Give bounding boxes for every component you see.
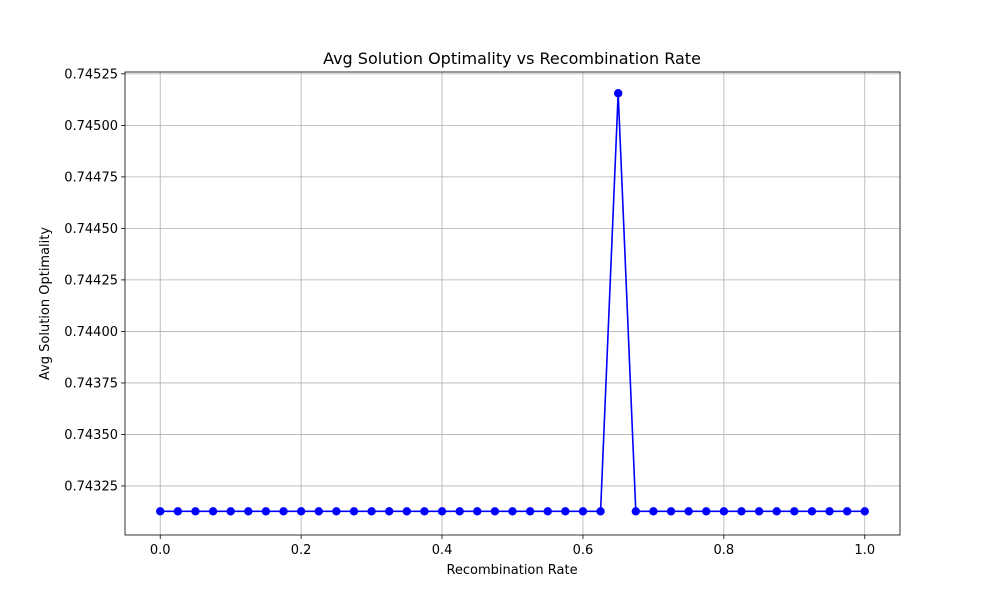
y-tick-label: 0.74350 <box>64 428 118 443</box>
y-tick-label: 0.74325 <box>64 479 118 494</box>
data-point <box>596 507 605 516</box>
y-tick-label: 0.74450 <box>64 222 118 237</box>
data-point <box>349 507 359 516</box>
data-point <box>156 507 165 516</box>
y-axis: 0.74325 0.74350 0.74375 0.74400 0.74425 0.744… <box>64 67 125 494</box>
data-point <box>473 507 482 516</box>
data-point <box>490 507 500 516</box>
grid <box>125 72 900 535</box>
data-point <box>226 507 235 516</box>
y-tick-label: 0.74500 <box>64 119 118 134</box>
data-point <box>367 507 376 516</box>
y-tick-label: 0.74375 <box>64 376 118 391</box>
data-point <box>737 507 746 516</box>
data-point <box>261 507 271 516</box>
x-tick-label: 0.4 <box>432 543 453 558</box>
data-point <box>613 89 623 98</box>
data-point <box>807 507 817 516</box>
data-point <box>754 507 764 516</box>
data-point <box>790 507 799 516</box>
x-tick-label: 0.2 <box>291 543 312 558</box>
data-point <box>437 507 447 516</box>
y-tick-label: 0.74525 <box>64 67 118 82</box>
chart-title: Avg Solution Optimality vs Recombination… <box>323 49 701 68</box>
y-tick-label: 0.74425 <box>64 273 118 288</box>
data-point <box>666 507 676 516</box>
data-point <box>279 507 288 516</box>
data-point <box>631 507 640 516</box>
series-line-group <box>156 89 869 516</box>
x-axis: 0.0 0.2 0.4 0.6 0.8 1.0 <box>150 535 875 558</box>
data-point <box>684 507 693 516</box>
data-point <box>208 507 218 516</box>
data-point <box>244 507 253 516</box>
data-point <box>772 507 781 516</box>
x-tick-label: 0.8 <box>714 543 735 558</box>
data-point <box>719 507 729 516</box>
data-point <box>649 507 658 516</box>
data-point <box>455 507 464 516</box>
data-point <box>332 507 341 516</box>
data-point <box>314 507 323 516</box>
data-point <box>296 507 306 516</box>
data-point <box>385 507 394 516</box>
y-axis-label: Avg Solution Optimality <box>38 227 53 380</box>
data-point <box>825 507 834 516</box>
data-point <box>543 507 552 516</box>
data-point <box>578 507 588 516</box>
x-axis-label: Recombination Rate <box>446 563 577 578</box>
data-point <box>860 507 869 516</box>
data-point <box>525 507 535 516</box>
data-point <box>173 507 183 516</box>
y-tick-label: 0.74400 <box>64 325 118 340</box>
data-point <box>402 507 412 516</box>
x-tick-label: 0.0 <box>150 543 171 558</box>
plot-frame <box>124 71 901 536</box>
x-tick-label: 1.0 <box>854 543 875 558</box>
data-point <box>508 507 517 516</box>
data-point <box>561 507 570 516</box>
x-tick-label: 0.6 <box>573 543 594 558</box>
y-tick-label: 0.74475 <box>64 170 118 185</box>
data-point <box>420 507 429 516</box>
data-point <box>702 507 711 516</box>
data-point <box>842 507 852 516</box>
series-line <box>160 93 865 513</box>
data-point <box>191 507 200 516</box>
